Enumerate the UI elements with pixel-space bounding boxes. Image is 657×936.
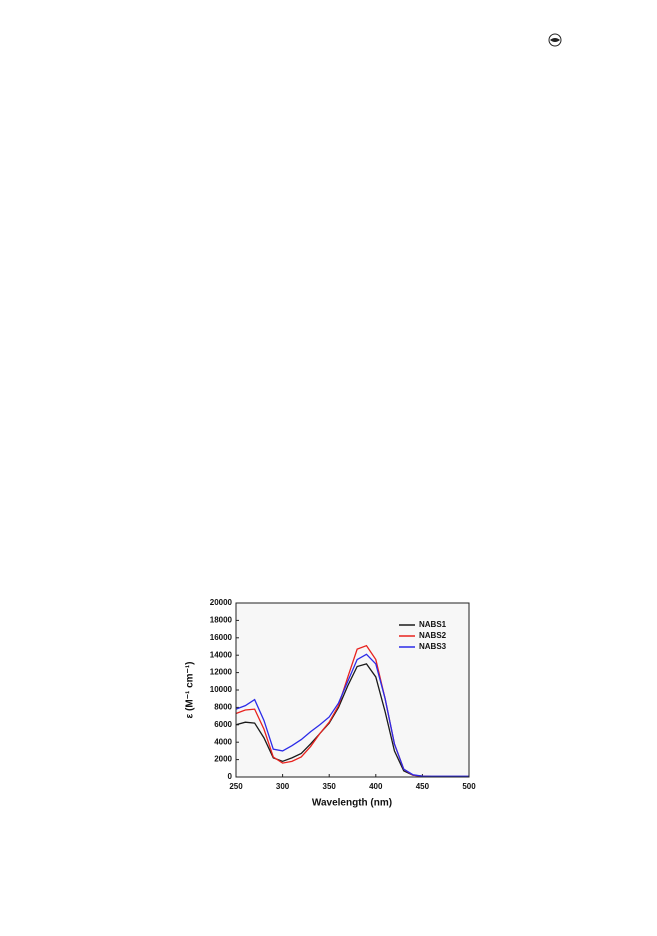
x-axis-label: Wavelength (nm): [312, 798, 392, 809]
x-tick-label: 450: [416, 782, 430, 791]
y-tick-label: 0: [228, 772, 233, 781]
legend-label: NABS2: [419, 631, 447, 640]
logo-icon: [548, 33, 562, 47]
x-tick-label: 300: [276, 782, 290, 791]
legend-label: NABS3: [419, 642, 447, 651]
y-tick-label: 4000: [214, 737, 232, 746]
legend-label: NABS1: [419, 620, 447, 629]
y-tick-label: 20000: [210, 598, 233, 607]
y-tick-label: 8000: [214, 703, 232, 712]
y-tick-label: 2000: [214, 755, 232, 764]
y-tick-label: 16000: [210, 633, 233, 642]
y-tick-label: 12000: [210, 668, 233, 677]
y-tick-label: 18000: [210, 616, 233, 625]
series-line: [235, 653, 469, 777]
y-tick-label: 14000: [210, 650, 233, 659]
x-tick-label: 350: [323, 782, 337, 791]
axes-frame: [235, 602, 470, 778]
y-tick-label: 10000: [210, 685, 233, 694]
x-tick-label: 250: [229, 782, 243, 791]
y-tick-label: 6000: [214, 720, 232, 729]
x-tick-label: 500: [462, 782, 476, 791]
x-tick-label: 400: [369, 782, 383, 791]
y-axis-label: ε (M⁻¹ cm⁻¹): [185, 662, 196, 719]
plot-area: [236, 603, 469, 777]
